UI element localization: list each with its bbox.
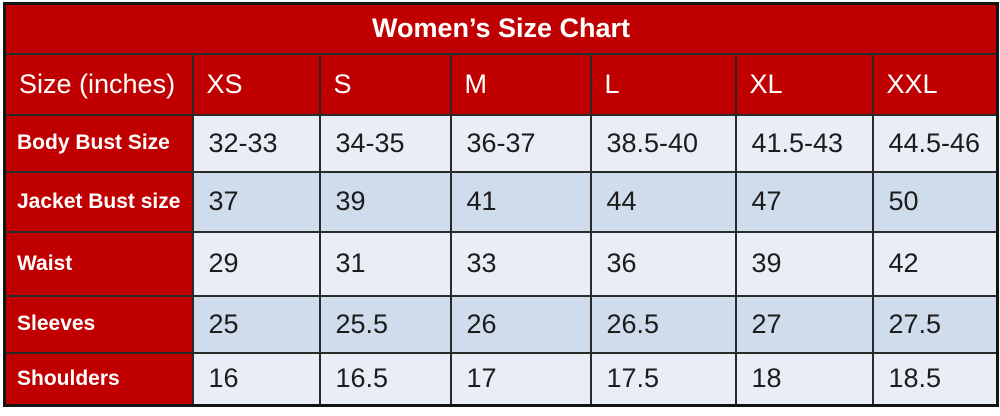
- row-label: Jacket Bust size: [3, 170, 194, 233]
- size-value-cell: 36-37: [449, 113, 592, 173]
- column-header-size-inches: Size (inches): [3, 52, 194, 116]
- column-header-xxl: XXL: [871, 52, 999, 116]
- row-label: Waist: [3, 230, 194, 297]
- size-value-cell: 38.5-40: [589, 113, 737, 173]
- size-value-cell: 29: [191, 230, 321, 297]
- size-value-cell: 33: [449, 230, 592, 297]
- size-value-cell: 47: [734, 170, 874, 233]
- table-row-sleeves: Sleeves 25 25.5 26 26.5 27 27.5: [3, 294, 999, 354]
- size-value-cell: 44.5-46: [871, 113, 999, 173]
- womens-size-chart-table: Women’s Size Chart Size (inches) XS S M …: [3, 2, 1000, 407]
- column-header-xl: XL: [734, 52, 874, 116]
- size-value-cell: 39: [734, 230, 874, 297]
- size-value-cell: 31: [318, 230, 452, 297]
- row-label: Shoulders: [3, 351, 194, 407]
- size-value-cell: 26.5: [589, 294, 737, 354]
- size-value-cell: 36: [589, 230, 737, 297]
- size-value-cell: 17: [449, 351, 592, 407]
- table-row-shoulders: Shoulders 16 16.5 17 17.5 18 18.5: [3, 351, 999, 407]
- size-value-cell: 17.5: [589, 351, 737, 407]
- size-value-cell: 16: [191, 351, 321, 407]
- size-value-cell: 27: [734, 294, 874, 354]
- table-title: Women’s Size Chart: [3, 2, 999, 55]
- size-value-cell: 37: [191, 170, 321, 233]
- table-row-jacket-bust-size: Jacket Bust size 37 39 41 44 47 50: [3, 170, 999, 233]
- size-value-cell: 34-35: [318, 113, 452, 173]
- column-header-xs: XS: [191, 52, 321, 116]
- size-value-cell: 41.5-43: [734, 113, 874, 173]
- size-value-cell: 44: [589, 170, 737, 233]
- row-label: Body Bust Size: [3, 113, 194, 173]
- header-row: Size (inches) XS S M L XL XXL: [3, 52, 999, 116]
- row-label: Sleeves: [3, 294, 194, 354]
- column-header-s: S: [318, 52, 452, 116]
- size-value-cell: 39: [318, 170, 452, 233]
- table-row-waist: Waist 29 31 33 36 39 42: [3, 230, 999, 297]
- size-value-cell: 50: [871, 170, 999, 233]
- size-value-cell: 18.5: [871, 351, 999, 407]
- size-value-cell: 16.5: [318, 351, 452, 407]
- size-value-cell: 18: [734, 351, 874, 407]
- size-value-cell: 27.5: [871, 294, 999, 354]
- title-row: Women’s Size Chart: [3, 2, 999, 55]
- column-header-l: L: [589, 52, 737, 116]
- size-value-cell: 32-33: [191, 113, 321, 173]
- column-header-m: M: [449, 52, 592, 116]
- size-value-cell: 26: [449, 294, 592, 354]
- size-value-cell: 25: [191, 294, 321, 354]
- size-value-cell: 41: [449, 170, 592, 233]
- size-value-cell: 25.5: [318, 294, 452, 354]
- table-row-body-bust-size: Body Bust Size 32-33 34-35 36-37 38.5-40…: [3, 113, 999, 173]
- size-value-cell: 42: [871, 230, 999, 297]
